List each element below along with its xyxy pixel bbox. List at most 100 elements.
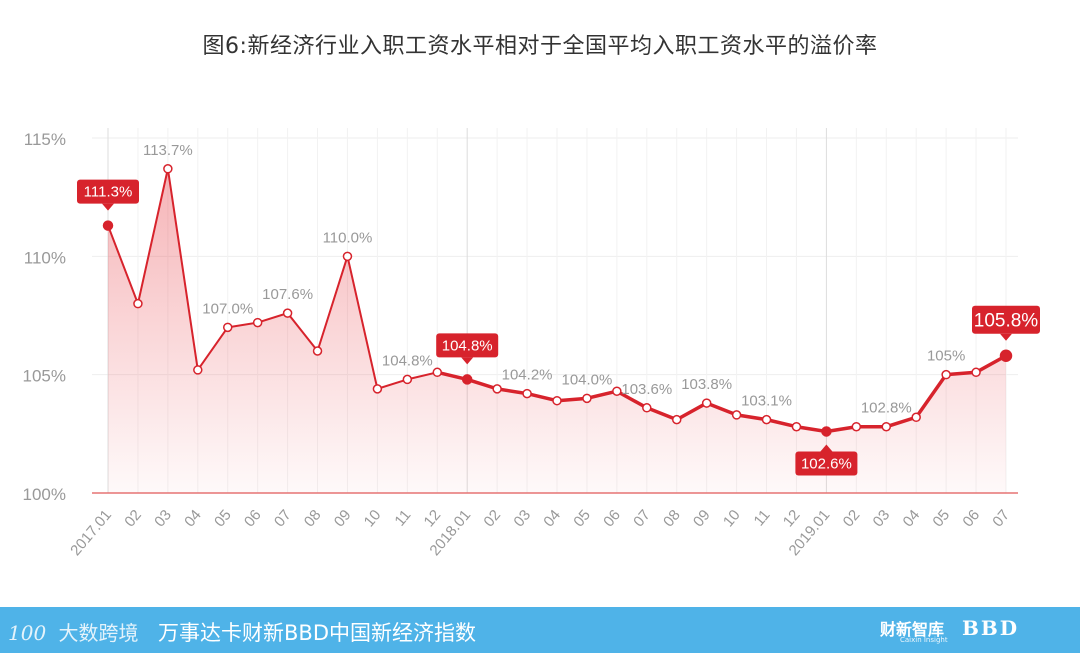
x-tick-label: 02 [480,507,504,531]
data-point [612,386,622,396]
x-tick-label: 03 [510,507,534,531]
data-point [582,393,592,404]
data-label: 110.0% [323,229,373,246]
data-point [133,298,143,309]
series-line-segment [226,321,259,329]
x-tick-label: 11 [751,507,774,530]
area-chart: 113.7% 107.0% 107.6% 110.0% 104.8% 104.2% 104.… [23,128,1040,559]
data-label: 103.6% [621,381,672,398]
data-label: 104.8% [382,352,433,369]
callout-label: 104.8% [442,337,493,354]
series-line-segment [256,312,289,324]
series-line-segment [884,415,918,429]
data-point [821,426,832,437]
series-line-segment [944,370,978,377]
series-line-segment [166,167,199,371]
series-line-segment [764,417,799,429]
series-line-segment [914,372,948,420]
series-line-segment [406,371,439,381]
series-line-segment [555,396,589,403]
data-point [881,421,892,432]
bbd-logo: BBD [962,616,1020,640]
x-tick-label: 11 [391,507,414,530]
x-tick-label: 02 [840,507,864,531]
callout-pointer [1000,333,1012,341]
series-line-segment [645,406,679,422]
data-label: 113.7% [143,142,193,159]
callout-box [77,179,139,204]
data-label: 102.8% [861,400,912,417]
caixin-logo-text: 财新智库 [880,620,945,639]
series-line-segment [615,389,649,410]
callout-pointer [461,357,474,365]
series-line-segment [734,413,769,422]
x-tick-label: 04 [181,507,205,531]
data-point [522,388,532,399]
callout-box [972,305,1040,334]
x-tick-label: 07 [271,507,295,531]
data-point [252,317,263,328]
data-point [701,398,712,408]
x-tick-label: 03 [151,507,175,531]
footer-bar: 100 大数跨境 万事达卡财新BBD中国新经济指数 财新智库 Caixin In… [0,607,1080,653]
series-line-segment [196,326,229,371]
callout-label: 102.6% [801,455,852,472]
caixin-logo-subtext: Caixin Insight [900,636,948,644]
x-tick-label: 07 [989,507,1013,531]
data-label: 104.0% [561,371,612,388]
caixin-insight-logo: 财新智库 Caixin Insight [880,616,948,644]
callout-label: 105.8% [974,311,1039,332]
x-tick-label: 06 [600,507,624,531]
data-point [671,414,682,425]
callout-label: 111.3% [84,184,133,201]
data-point [761,414,772,425]
data-point [552,395,562,406]
x-tick-label: 07 [630,507,654,531]
series-line-segment [495,387,529,396]
x-tick-label: 02 [121,507,145,531]
x-tick-label: 2017.01 [67,507,115,559]
data-point [163,164,173,174]
series-line-segment [525,391,559,403]
data-label: 105% [927,348,965,365]
data-label: 107.0% [202,300,253,317]
callout-pointer [102,203,114,211]
callout-pointer [820,444,833,452]
index-name: 万事达卡财新BBD中国新经济指数 [158,621,476,645]
data-label: 107.6% [262,286,313,303]
chart-title: 图6:新经济行业入职工资水平相对于全国平均入职工资水平的溢价率 [202,34,878,59]
x-tick-label: 06 [959,507,983,531]
x-tick-label: 04 [900,507,924,531]
data-label: 103.8% [681,376,732,393]
data-label: 103.1% [741,393,792,410]
x-tick-label: 06 [241,507,265,531]
series-line-segment [107,224,139,305]
brand-mark: 100 [8,621,47,645]
data-point [999,349,1013,362]
brand-text: 大数跨境 [58,621,139,645]
data-point [941,369,951,380]
y-tick-label: 100% [23,485,66,504]
x-tick-label: 12 [780,507,804,531]
data-point [851,421,862,432]
x-tick-label: 09 [331,507,355,531]
series-line-segment [286,312,319,352]
series-line-segment [585,389,619,401]
data-point [402,374,413,385]
series-line-segment [704,401,739,417]
x-tick-label: 08 [660,507,684,531]
data-point [372,384,383,394]
x-tick-label: 12 [421,507,445,531]
callout-box [436,333,499,358]
x-tick-label: 05 [570,507,594,531]
brand-watermark: 100 大数跨境 [8,617,139,646]
x-tick-label: 05 [211,507,235,531]
data-point [791,421,802,432]
callout-box [795,451,858,476]
data-point [432,367,443,378]
series-line-segment [316,255,349,352]
data-point [282,308,293,318]
data-point [312,346,323,356]
data-point [911,412,921,423]
x-tick-label: 04 [540,507,564,531]
